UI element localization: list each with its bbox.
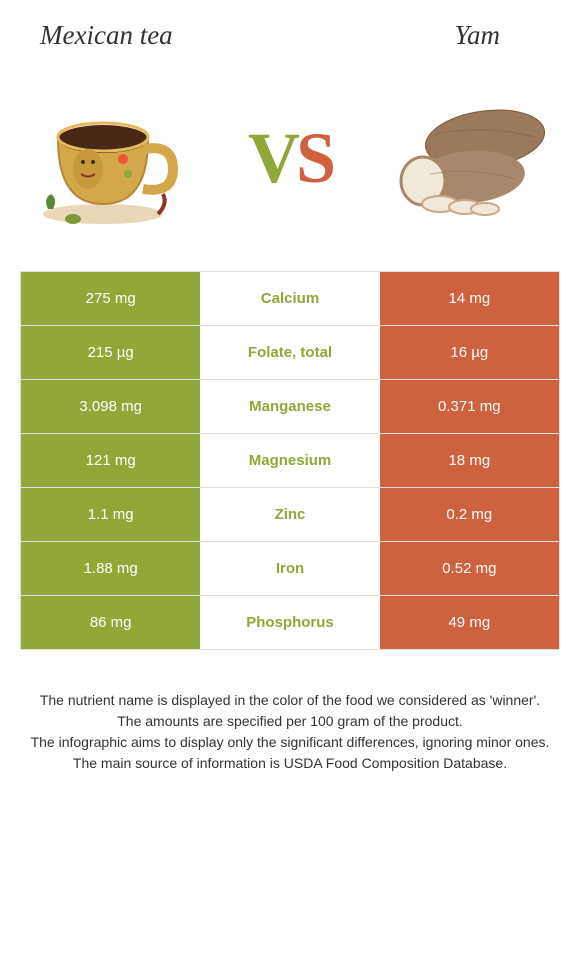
table-row: 3.098 mgManganese0.371 mg (21, 380, 559, 434)
mexican-tea-image (30, 76, 195, 241)
title-left: Mexican tea (40, 20, 173, 51)
value-right: 18 mg (380, 434, 559, 487)
vs-v: V (248, 118, 296, 198)
nutrient-label: Iron (200, 542, 379, 595)
value-right: 16 µg (380, 326, 559, 379)
value-left: 1.88 mg (21, 542, 200, 595)
title-right: Yam (454, 20, 500, 51)
nutrient-label: Magnesium (200, 434, 379, 487)
images-row: VS (20, 76, 560, 241)
table-row: 215 µgFolate, total16 µg (21, 326, 559, 380)
nutrient-label: Calcium (200, 272, 379, 325)
header-row: Mexican tea Yam (20, 20, 560, 51)
footer-line: The infographic aims to display only the… (30, 732, 550, 753)
value-left: 86 mg (21, 596, 200, 649)
yam-image (385, 76, 550, 241)
table-row: 1.88 mgIron0.52 mg (21, 542, 559, 596)
value-right: 14 mg (380, 272, 559, 325)
footer-line: The amounts are specified per 100 gram o… (30, 711, 550, 732)
footer-line: The nutrient name is displayed in the co… (30, 690, 550, 711)
nutrient-label: Zinc (200, 488, 379, 541)
nutrient-label: Folate, total (200, 326, 379, 379)
value-left: 215 µg (21, 326, 200, 379)
value-right: 0.2 mg (380, 488, 559, 541)
value-left: 1.1 mg (21, 488, 200, 541)
value-left: 3.098 mg (21, 380, 200, 433)
table-row: 275 mgCalcium14 mg (21, 272, 559, 326)
vs-label: VS (248, 117, 332, 200)
footer-line: The main source of information is USDA F… (30, 753, 550, 774)
table-row: 121 mgMagnesium18 mg (21, 434, 559, 488)
value-left: 275 mg (21, 272, 200, 325)
value-left: 121 mg (21, 434, 200, 487)
value-right: 0.371 mg (380, 380, 559, 433)
vs-s: S (296, 118, 332, 198)
table-row: 1.1 mgZinc0.2 mg (21, 488, 559, 542)
footer-notes: The nutrient name is displayed in the co… (20, 690, 560, 774)
value-right: 0.52 mg (380, 542, 559, 595)
value-right: 49 mg (380, 596, 559, 649)
nutrient-label: Phosphorus (200, 596, 379, 649)
table-row: 86 mgPhosphorus49 mg (21, 596, 559, 649)
nutrient-label: Manganese (200, 380, 379, 433)
nutrient-table: 275 mgCalcium14 mg215 µgFolate, total16 … (20, 271, 560, 650)
